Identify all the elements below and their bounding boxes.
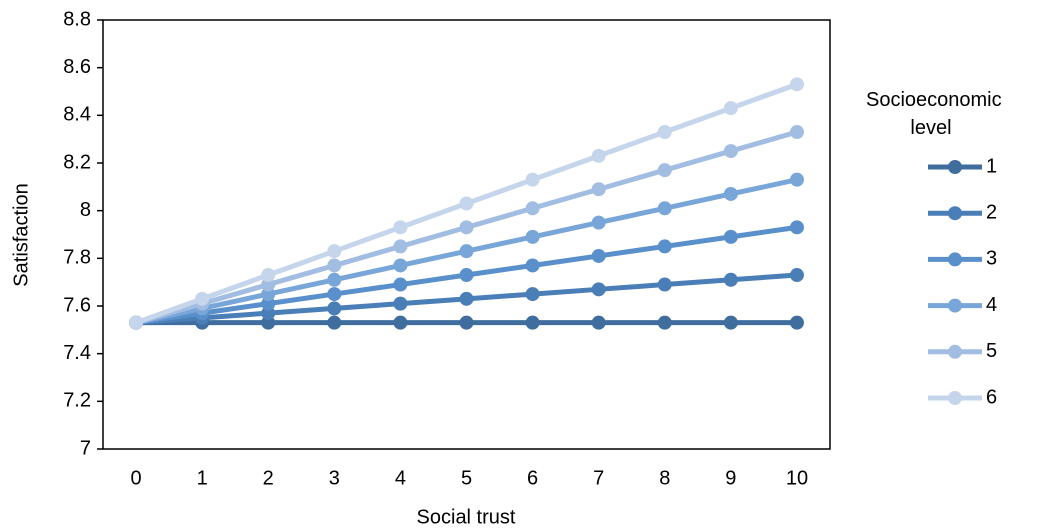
point [723, 186, 738, 201]
point [525, 287, 540, 302]
y-tick-label: 7.2 [63, 390, 91, 412]
point [327, 244, 342, 259]
point [327, 272, 342, 287]
legend-marker [948, 160, 962, 174]
point [459, 315, 474, 330]
y-tick-label: 8.8 [63, 8, 91, 30]
point [459, 291, 474, 306]
point [459, 268, 474, 283]
legend-title: Socioeconomic level [866, 89, 1002, 139]
point [591, 215, 606, 230]
legend-label: 2 [986, 201, 997, 223]
y-tick-label: 8.6 [63, 56, 91, 78]
point [657, 163, 672, 178]
legend-marker [948, 391, 962, 405]
point [591, 248, 606, 263]
plot-frame [102, 19, 831, 450]
x-tick-label: 10 [786, 467, 808, 489]
legend-marker [948, 344, 962, 359]
point [723, 315, 738, 330]
point [393, 315, 408, 330]
x-tick-label: 7 [593, 467, 604, 489]
point [327, 315, 342, 330]
point [789, 125, 804, 140]
point [327, 301, 342, 316]
legend-marker [948, 206, 962, 221]
x-tick-label: 6 [527, 467, 538, 489]
legend-marker [948, 252, 962, 267]
point [525, 229, 540, 244]
point [459, 244, 474, 259]
point [789, 220, 804, 235]
point [723, 101, 738, 116]
point [789, 172, 804, 187]
point [393, 239, 408, 254]
y-tick-label: 7 [80, 437, 91, 459]
point [789, 315, 804, 330]
point [591, 148, 606, 163]
y-axis-title: Satisfaction [10, 183, 32, 286]
point [129, 315, 144, 330]
x-tick-label: 3 [329, 467, 340, 489]
legend-label: 3 [986, 248, 997, 270]
x-tick-label: 4 [395, 467, 406, 489]
y-tick-label: 8.2 [63, 151, 91, 173]
legend-label: 4 [986, 294, 997, 316]
point [393, 296, 408, 311]
point [723, 229, 738, 244]
point [525, 201, 540, 216]
point [591, 315, 606, 330]
legend-label: 5 [986, 340, 997, 362]
point [525, 315, 540, 330]
point [657, 239, 672, 254]
y-tick-label: 8.4 [63, 104, 91, 126]
point [591, 282, 606, 297]
point [327, 287, 342, 302]
legend-label: 6 [986, 386, 997, 408]
point [393, 277, 408, 292]
x-axis-title: Social trust [417, 506, 516, 528]
y-tick-label: 7.4 [63, 342, 91, 364]
y-tick-label: 7.8 [63, 247, 91, 269]
x-tick-label: 2 [263, 467, 274, 489]
point [657, 125, 672, 140]
point [327, 258, 342, 273]
point [723, 272, 738, 287]
x-tick-label: 0 [130, 467, 141, 489]
y-tick-label: 7.6 [63, 294, 91, 316]
point [525, 258, 540, 273]
x-tick-label: 1 [197, 467, 208, 489]
x-tick-label: 5 [461, 467, 472, 489]
point [789, 77, 804, 92]
point [195, 291, 210, 306]
x-tick-label: 9 [725, 467, 736, 489]
point [657, 201, 672, 216]
point [393, 220, 408, 235]
point [459, 220, 474, 235]
point [789, 268, 804, 283]
legend-label: 1 [986, 155, 997, 177]
point [525, 172, 540, 187]
x-tick-label: 8 [659, 467, 670, 489]
point [657, 315, 672, 330]
point [261, 268, 276, 283]
point [393, 258, 408, 273]
legend-marker [948, 298, 962, 313]
point [657, 277, 672, 292]
y-tick-label: 8 [80, 199, 91, 221]
point [723, 144, 738, 159]
point [459, 196, 474, 211]
point [591, 182, 606, 197]
